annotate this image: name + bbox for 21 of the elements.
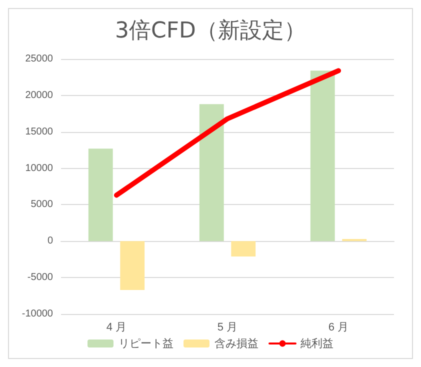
x-tick-label: 5 月: [217, 322, 238, 334]
x-tick-label: 4 月: [106, 322, 127, 334]
bar: [88, 148, 113, 242]
legend-label: 含み損益: [214, 337, 258, 350]
y-tick-label: -5000: [27, 272, 54, 284]
bar: [231, 241, 256, 256]
y-tick-label: -10000: [22, 308, 54, 320]
y-tick-label: 5000: [30, 199, 54, 210]
y-tick-label: 0: [47, 236, 54, 247]
y-tick-label: 10000: [25, 162, 54, 174]
bar: [310, 70, 335, 242]
chart-title: 3倍CFD（新設定）: [115, 18, 306, 44]
bar: [342, 238, 367, 242]
y-tick-label: 15000: [25, 126, 54, 138]
x-tick-label: 6 月: [328, 322, 349, 334]
y-tick-label: 25000: [25, 54, 54, 64]
y-tick-label: 20000: [25, 90, 54, 101]
bar: [120, 241, 145, 290]
bar: [199, 104, 224, 242]
legend-label: 純利益: [300, 337, 334, 350]
legend-label: リピート益: [118, 337, 174, 350]
